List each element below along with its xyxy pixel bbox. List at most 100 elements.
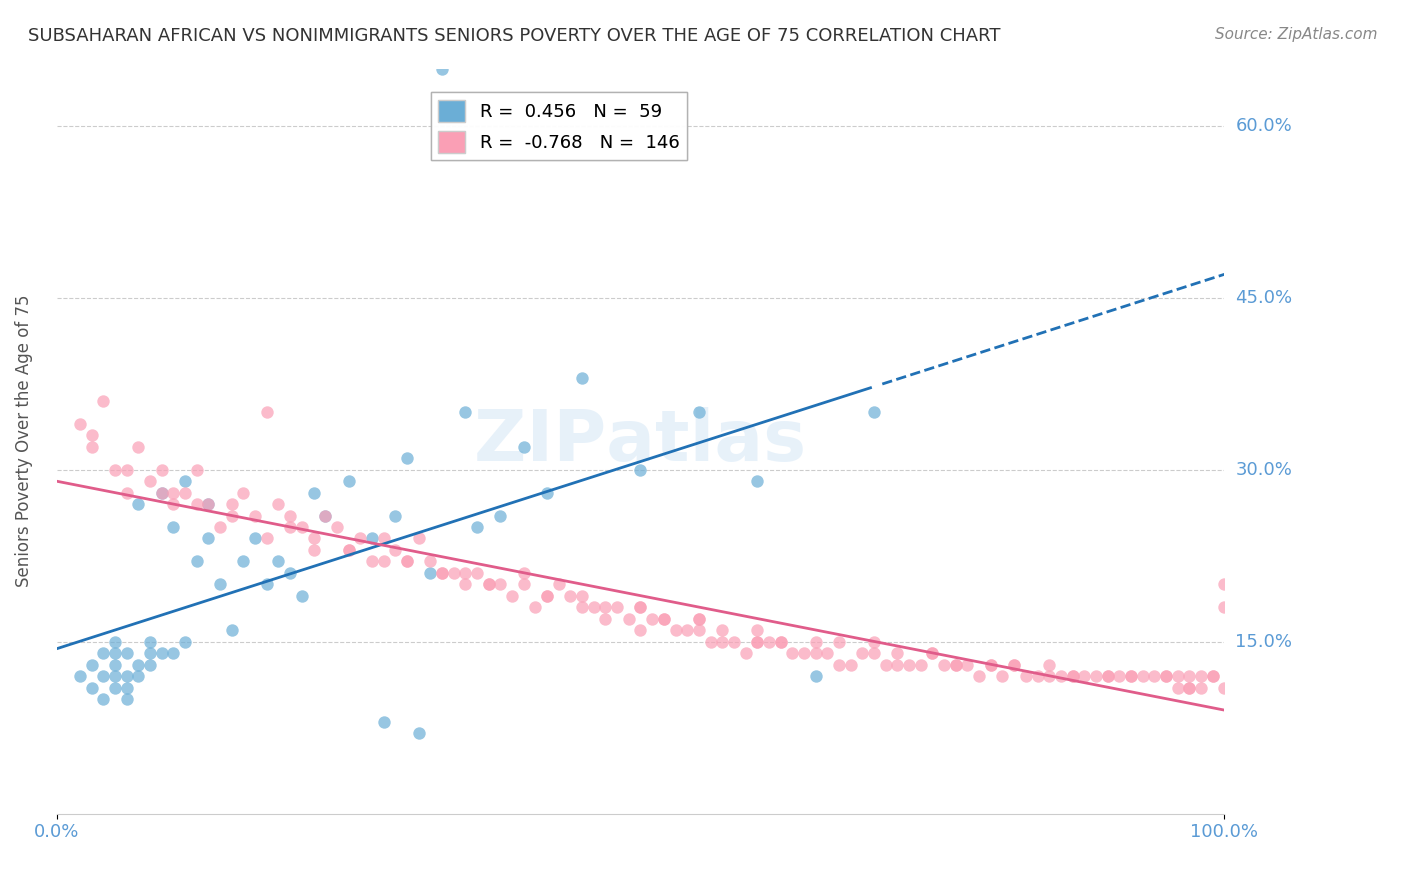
Point (221, 623, 243, 637)
Point (115, 485, 138, 500)
Point (197, 497, 219, 511)
Point (734, 646, 756, 660)
Point (150, 646, 173, 660)
Point (373, 714, 395, 729)
Point (186, 554, 208, 568)
Point (1178, 681, 1201, 695)
Point (478, 577, 501, 591)
Point (956, 657, 979, 672)
Point (139, 634, 162, 648)
Point (676, 623, 699, 637)
Text: ZIP​atlas: ZIP​atlas (474, 407, 807, 475)
Point (921, 646, 943, 660)
Point (395, 554, 418, 568)
Point (828, 634, 851, 648)
Point (395, 554, 418, 568)
Point (1119, 669, 1142, 683)
Point (886, 657, 908, 672)
Point (115, 692, 138, 706)
Point (1189, 681, 1212, 695)
Point (980, 657, 1002, 672)
Point (115, 681, 138, 695)
Point (536, 485, 558, 500)
Point (314, 508, 336, 523)
Point (1213, 577, 1236, 591)
Point (197, 497, 219, 511)
Point (232, 485, 254, 500)
Point (898, 657, 921, 672)
Point (150, 485, 173, 500)
Point (815, 646, 838, 660)
Point (1119, 669, 1142, 683)
Point (256, 405, 278, 419)
Text: SUBSAHARAN AFRICAN VS NONIMMIGRANTS SENIORS POVERTY OVER THE AGE OF 75 CORRELATI: SUBSAHARAN AFRICAN VS NONIMMIGRANTS SENI… (28, 27, 1001, 45)
Point (267, 497, 290, 511)
Point (162, 497, 184, 511)
Point (1189, 669, 1212, 683)
Point (652, 612, 675, 626)
Point (408, 532, 430, 546)
Point (139, 646, 162, 660)
Point (804, 634, 827, 648)
Point (769, 634, 792, 648)
Point (839, 657, 862, 672)
Point (630, 463, 652, 477)
Point (1002, 657, 1025, 672)
Point (501, 589, 523, 603)
Point (430, 62, 453, 76)
Point (162, 646, 184, 660)
Point (1213, 600, 1236, 615)
Point (711, 623, 734, 637)
Point (1062, 669, 1084, 683)
Point (1108, 669, 1130, 683)
Point (115, 646, 138, 660)
Point (243, 508, 266, 523)
Point (630, 600, 652, 615)
Point (1167, 681, 1189, 695)
Point (278, 520, 301, 534)
Point (127, 440, 149, 454)
Point (664, 623, 686, 637)
Point (536, 589, 558, 603)
Point (945, 657, 967, 672)
Point (582, 600, 605, 615)
Point (630, 600, 652, 615)
Point (127, 669, 149, 683)
Point (115, 669, 138, 683)
Point (652, 612, 675, 626)
Point (617, 612, 640, 626)
Point (337, 543, 360, 558)
Point (1002, 657, 1025, 672)
Point (465, 566, 488, 580)
Point (851, 646, 873, 660)
Point (243, 532, 266, 546)
Point (1201, 669, 1223, 683)
Point (886, 646, 908, 660)
Point (465, 520, 488, 534)
Point (349, 532, 371, 546)
Point (1143, 669, 1166, 683)
Point (688, 623, 710, 637)
Point (232, 554, 254, 568)
Point (688, 612, 710, 626)
Text: Source: ZipAtlas.com: Source: ZipAtlas.com (1215, 27, 1378, 42)
Point (430, 566, 453, 580)
Point (967, 669, 990, 683)
Point (104, 463, 127, 477)
Text: 15.0%: 15.0% (1236, 632, 1292, 650)
Point (723, 634, 745, 648)
Text: 45.0%: 45.0% (1236, 289, 1292, 307)
Point (1201, 669, 1223, 683)
Point (174, 485, 197, 500)
Point (221, 508, 243, 523)
Point (139, 657, 162, 672)
Point (980, 657, 1002, 672)
Point (747, 634, 769, 648)
Point (1015, 669, 1038, 683)
Point (747, 474, 769, 488)
Point (291, 520, 314, 534)
Point (197, 532, 219, 546)
Point (127, 497, 149, 511)
Point (641, 612, 664, 626)
Point (302, 543, 325, 558)
